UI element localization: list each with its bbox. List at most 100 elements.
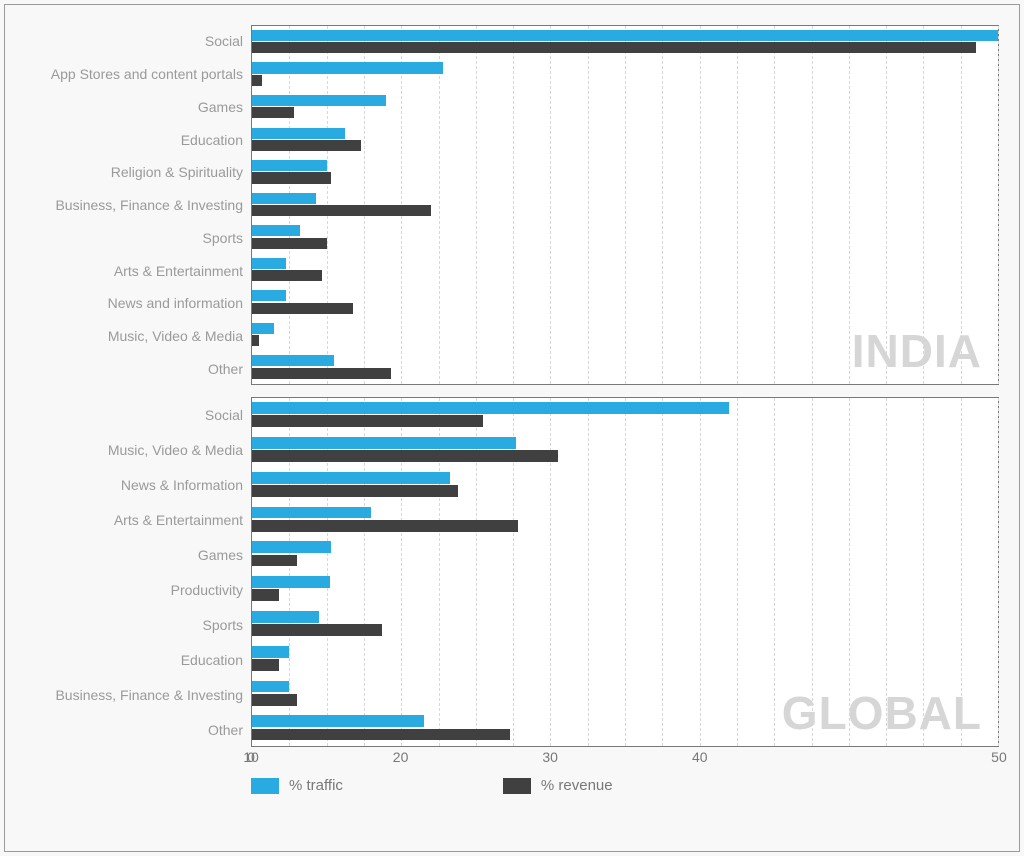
- bar-traffic: [252, 646, 289, 658]
- bar-traffic: [252, 541, 331, 553]
- bar-traffic: [252, 715, 424, 727]
- legend-swatch-revenue: [503, 778, 531, 794]
- bars-container: [252, 398, 998, 746]
- bar-group: [252, 398, 998, 433]
- bar-revenue: [252, 75, 262, 86]
- category-labels: SocialMusic, Video & MediaNews & Informa…: [25, 397, 251, 747]
- bar-traffic: [252, 95, 386, 106]
- legend-item-traffic: % traffic: [251, 777, 343, 794]
- bar-revenue: [252, 485, 458, 497]
- legend-label-revenue: % revenue: [541, 777, 613, 794]
- bar-revenue: [252, 172, 331, 183]
- bar-revenue: [252, 659, 279, 671]
- bar-traffic: [252, 160, 327, 171]
- bar-traffic: [252, 437, 516, 449]
- bar-group: [252, 711, 998, 746]
- bar-group: [252, 607, 998, 642]
- bar-group: [252, 676, 998, 711]
- bar-group: [252, 91, 998, 124]
- x-tick: 50: [849, 747, 999, 771]
- bar-group: [252, 221, 998, 254]
- category-label: Music, Video & Media: [25, 432, 243, 467]
- bar-revenue: [252, 520, 518, 532]
- category-label: Arts & Entertainment: [25, 502, 243, 537]
- category-label: Religion & Spirituality: [25, 156, 243, 189]
- bar-traffic: [252, 225, 300, 236]
- bar-revenue: [252, 270, 322, 281]
- bars-container: [252, 26, 998, 384]
- x-axis: 01020304050: [251, 747, 999, 771]
- bar-traffic: [252, 611, 319, 623]
- bar-group: [252, 156, 998, 189]
- x-tick: 40: [700, 747, 850, 771]
- chart-panel: SocialApp Stores and content portalsGame…: [25, 25, 999, 385]
- category-label: Other: [25, 712, 243, 747]
- category-label: Social: [25, 397, 243, 432]
- category-label: Sports: [25, 607, 243, 642]
- category-label: Games: [25, 537, 243, 572]
- bar-group: [252, 254, 998, 287]
- chart-panel: SocialMusic, Video & MediaNews & Informa…: [25, 397, 999, 747]
- category-label: Education: [25, 123, 243, 156]
- bar-revenue: [252, 238, 327, 249]
- bar-group: [252, 124, 998, 157]
- category-label: News & Information: [25, 467, 243, 502]
- bar-traffic: [252, 193, 316, 204]
- bar-group: [252, 189, 998, 222]
- bar-traffic: [252, 507, 371, 519]
- bar-revenue: [252, 589, 279, 601]
- bar-revenue: [252, 42, 976, 53]
- bar-group: [252, 537, 998, 572]
- x-tick-label: 50: [991, 749, 1007, 765]
- bar-traffic: [252, 128, 345, 139]
- bar-traffic: [252, 30, 998, 41]
- bar-group: [252, 26, 998, 59]
- category-label: Arts & Entertainment: [25, 254, 243, 287]
- category-labels: SocialApp Stores and content portalsGame…: [25, 25, 251, 385]
- bar-traffic: [252, 576, 330, 588]
- category-label: App Stores and content portals: [25, 58, 243, 91]
- category-label: Education: [25, 642, 243, 677]
- bar-revenue: [252, 368, 391, 379]
- category-label: Business, Finance & Investing: [25, 677, 243, 712]
- bar-group: [252, 59, 998, 92]
- x-tick-label: 30: [542, 749, 558, 765]
- bar-group: [252, 351, 998, 384]
- bar-revenue: [252, 624, 382, 636]
- bar-group: [252, 502, 998, 537]
- bar-traffic: [252, 290, 286, 301]
- bar-traffic: [252, 402, 729, 414]
- category-label: Business, Finance & Investing: [25, 189, 243, 222]
- category-label: News and information: [25, 287, 243, 320]
- legend-label-traffic: % traffic: [289, 777, 343, 794]
- x-tick-label: 10: [243, 749, 259, 765]
- category-label: Productivity: [25, 572, 243, 607]
- bar-revenue: [252, 729, 510, 741]
- plot-area: INDIA: [251, 25, 999, 385]
- legend-item-revenue: % revenue: [503, 777, 613, 794]
- bar-group: [252, 319, 998, 352]
- bar-traffic: [252, 355, 334, 366]
- x-tick: 20: [401, 747, 551, 771]
- charts-container: SocialApp Stores and content portalsGame…: [25, 25, 999, 747]
- x-tick: 10: [251, 747, 401, 771]
- legend-swatch-traffic: [251, 778, 279, 794]
- bar-traffic: [252, 681, 289, 693]
- bar-traffic: [252, 472, 450, 484]
- bar-group: [252, 433, 998, 468]
- legend: % traffic % revenue: [251, 777, 999, 794]
- bar-revenue: [252, 303, 353, 314]
- bar-group: [252, 572, 998, 607]
- bar-revenue: [252, 694, 297, 706]
- bar-revenue: [252, 205, 431, 216]
- x-tick: 30: [550, 747, 700, 771]
- bar-group: [252, 468, 998, 503]
- plot-area: GLOBAL: [251, 397, 999, 747]
- bar-revenue: [252, 415, 483, 427]
- x-tick-label: 40: [692, 749, 708, 765]
- bar-revenue: [252, 140, 361, 151]
- bar-traffic: [252, 62, 443, 73]
- bar-revenue: [252, 450, 558, 462]
- bar-traffic: [252, 258, 286, 269]
- category-label: Social: [25, 25, 243, 58]
